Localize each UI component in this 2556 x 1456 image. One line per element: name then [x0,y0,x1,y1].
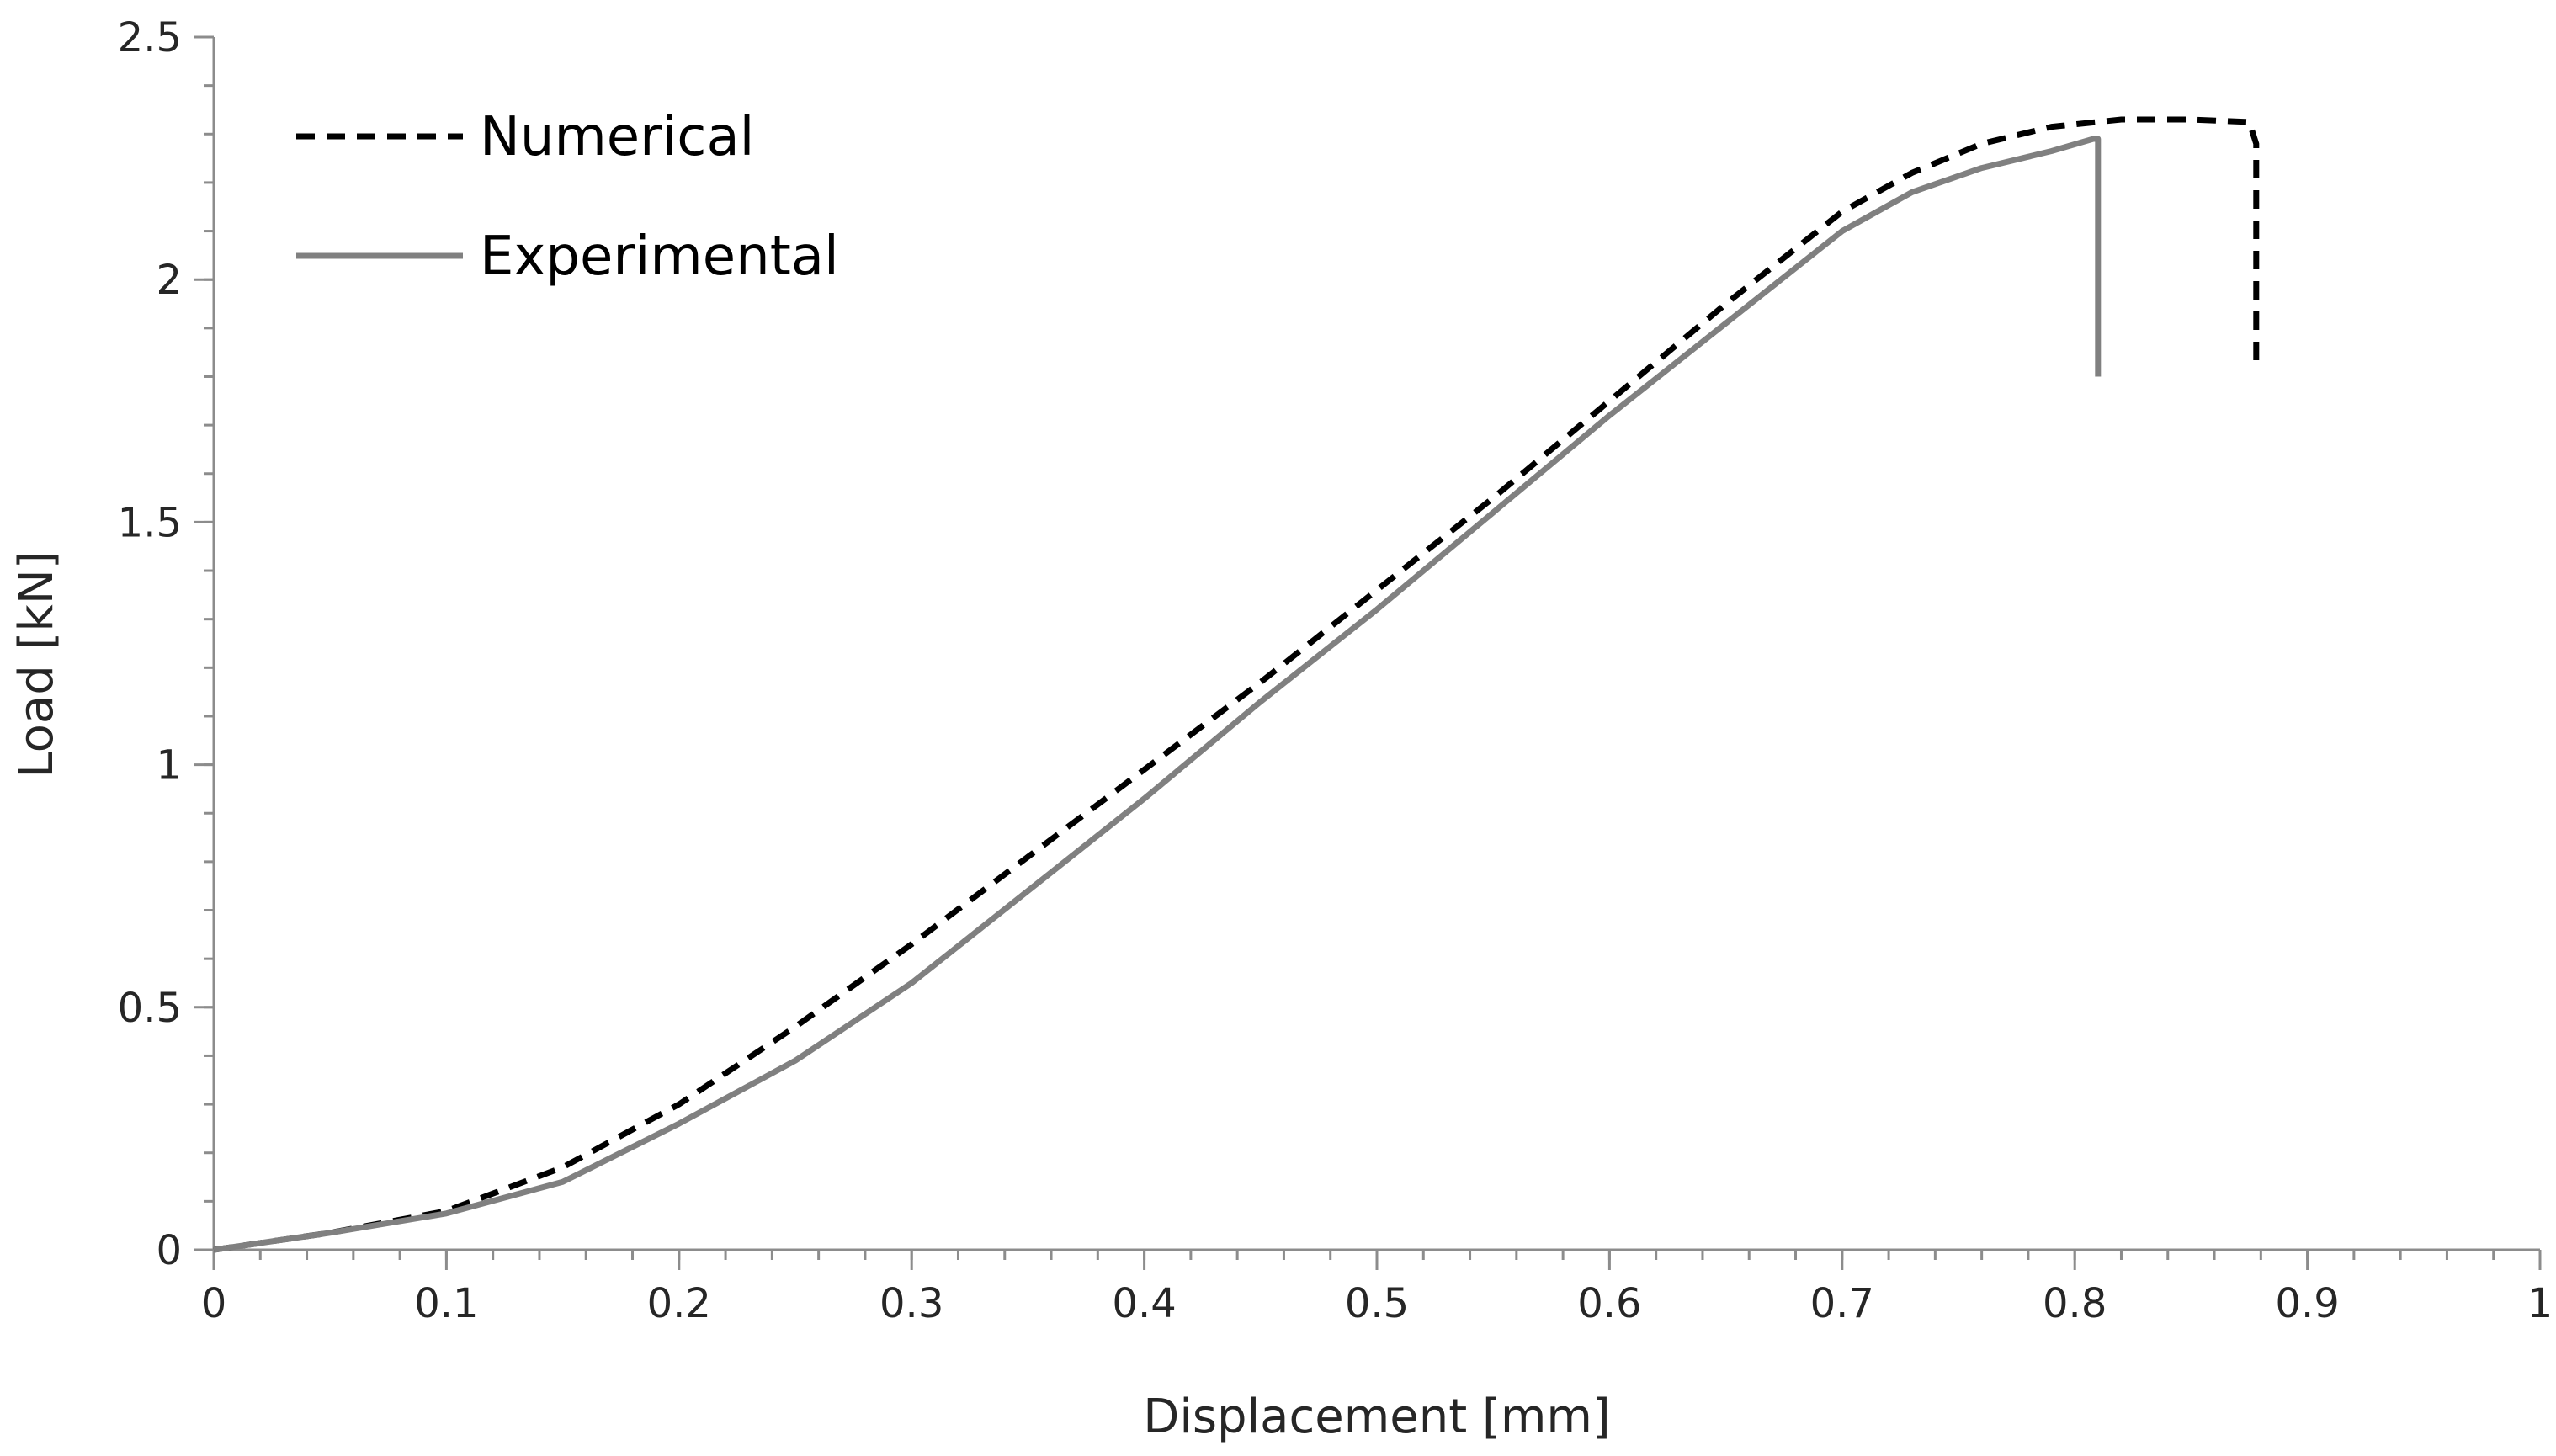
x-tick-label: 0 [201,1280,227,1327]
y-axis-title: Load [kN] [9,550,64,778]
y-ticks: 0 0.5 1 1.5 2 2.5 [118,14,214,1274]
x-tick-label: 0.5 [1345,1280,1409,1327]
y-tick-label: 0.5 [118,985,182,1032]
x-ticks: 0 0.1 0.2 0.3 0.4 0.5 0.6 0.7 0.8 0.9 1 [201,1250,2553,1327]
y-tick-label: 0 [156,1227,182,1274]
legend-label-numerical: Numerical [480,106,754,168]
y-tick-label: 1 [156,742,182,789]
x-tick-label: 0.9 [2275,1280,2339,1327]
series-line-experimental [213,136,2102,1253]
x-tick-label: 1 [2527,1280,2553,1327]
y-tick-label: 2 [156,257,182,304]
series-layer [213,116,2260,1253]
series-line-numerical [213,116,2260,1253]
legend: Numerical Experimental [296,106,839,288]
y-tick-label: 2.5 [118,14,182,61]
x-tick-label: 0.1 [414,1280,478,1327]
x-tick-label: 0.3 [879,1280,943,1327]
x-tick-label: 0.6 [1577,1280,1641,1327]
legend-label-experimental: Experimental [480,226,839,288]
x-tick-label: 0.2 [647,1280,711,1327]
x-tick-label: 0.4 [1112,1280,1176,1327]
x-tick-label: 0.7 [1810,1280,1874,1327]
x-tick-label: 0.8 [2043,1280,2107,1327]
x-axis-title: Displacement [mm] [1143,1390,1611,1444]
y-tick-label: 1.5 [118,499,182,546]
